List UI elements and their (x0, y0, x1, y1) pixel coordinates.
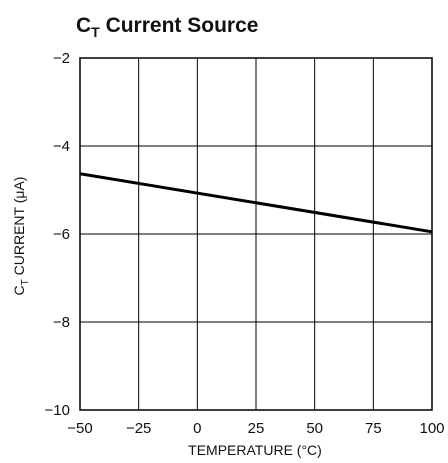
series-line (79, 172, 433, 234)
y-tick-labels: −2 −4 −6 −8 −10 (45, 50, 70, 419)
x-tick-label: 100 (419, 420, 444, 437)
x-tick-label: −50 (67, 420, 92, 437)
series-layer (79, 172, 433, 234)
x-axis-label: TEMPERATURE (°C) (188, 442, 322, 458)
y-tick-label: −2 (53, 50, 70, 67)
x-tick-label: 25 (248, 420, 265, 437)
x-tick-label: −25 (126, 420, 151, 437)
y-tick-label: −10 (45, 402, 70, 419)
y-tick-label: −8 (53, 314, 70, 331)
x-tick-label: 75 (365, 420, 382, 437)
y-axis-label: CT CURRENT (μA) (11, 177, 31, 296)
x-tick-labels: −50 −25 0 25 50 75 100 (67, 420, 444, 437)
plot-frame (79, 57, 433, 411)
grid (79, 57, 433, 411)
y-tick-label: −4 (53, 138, 70, 155)
x-tick-label: 0 (193, 420, 201, 437)
x-tick-label: 50 (306, 420, 323, 437)
y-tick-label: −6 (53, 226, 70, 243)
chart-title: CT Current Source (76, 14, 258, 40)
